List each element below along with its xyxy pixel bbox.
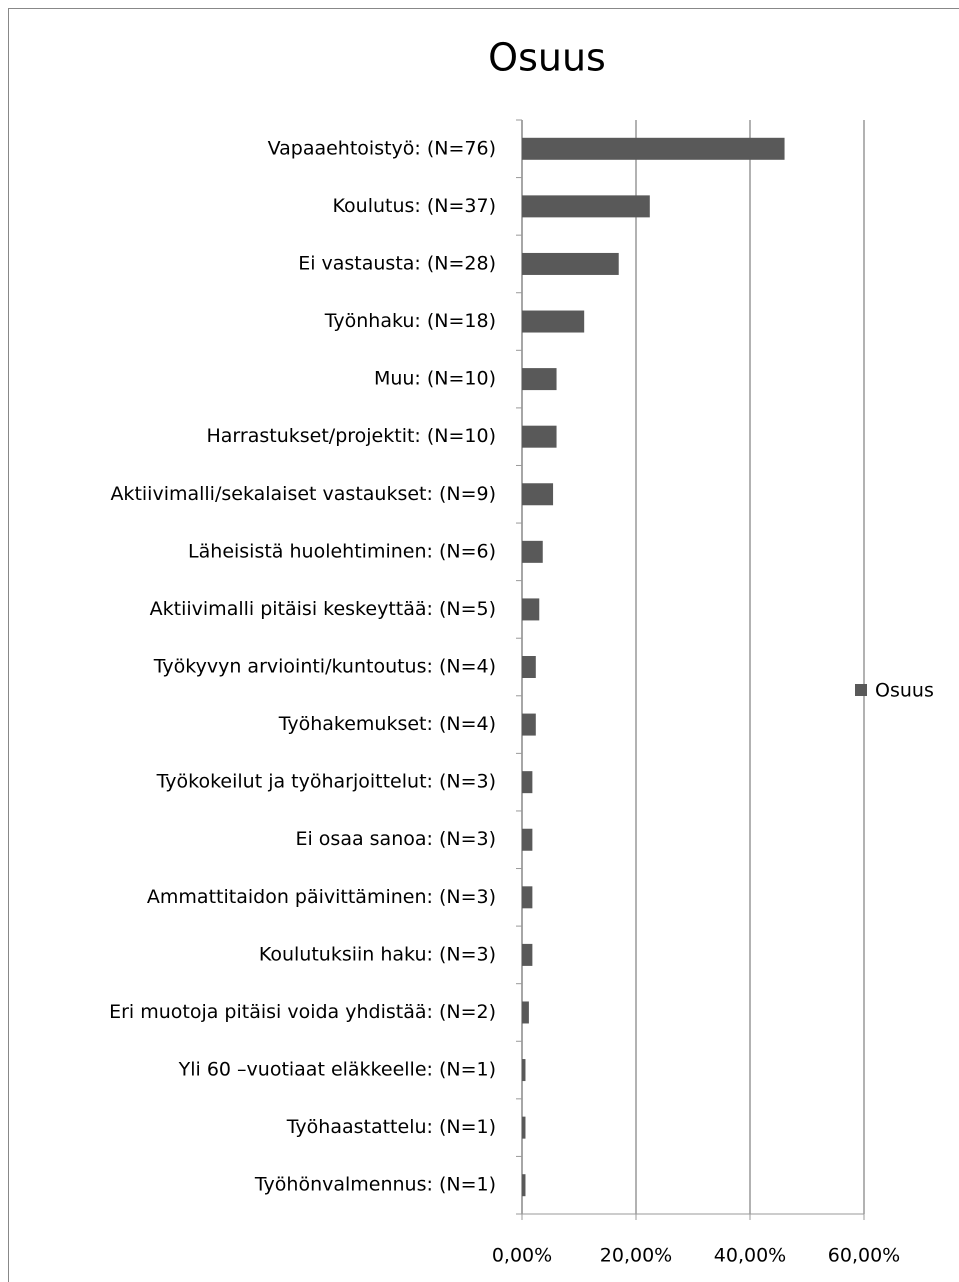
bar	[522, 310, 585, 333]
y-tick-label: Aktiivimalli pitäisi keskeyttää: (N=5)	[150, 598, 496, 620]
legend-label: Osuus	[875, 680, 934, 702]
y-tick-label: Ammattitaidon päivittäminen: (N=3)	[147, 886, 496, 908]
y-tick-label: Työhaastattelu: (N=1)	[286, 1116, 496, 1138]
y-tick-label: Läheisistä huolehtiminen: (N=6)	[188, 540, 496, 562]
bar	[522, 425, 557, 448]
y-tick-label: Työhönvalmennus: (N=1)	[254, 1174, 496, 1196]
y-tick-label: Muu: (N=10)	[374, 368, 496, 390]
y-tick-label: Ei vastausta: (N=28)	[298, 252, 496, 274]
bar	[522, 943, 533, 966]
x-tick-label: 0,00%	[492, 1245, 552, 1267]
bar	[522, 828, 533, 851]
y-tick-label: Työkokeilut ja työharjoittelut: (N=3)	[156, 771, 496, 793]
bar	[522, 656, 536, 678]
x-tick-label: 40,00%	[714, 1245, 786, 1267]
y-tick-label: Aktiivimalli/sekalaiset vastaukset: (N=9…	[110, 483, 496, 505]
chart-title: Osuus	[488, 36, 606, 80]
bar	[522, 137, 785, 160]
y-tick-label: Vapaaehtoistyö: (N=76)	[268, 137, 496, 159]
x-tick-label: 60,00%	[828, 1245, 900, 1267]
y-tick-label: Ei osaa sanoa: (N=3)	[295, 828, 496, 850]
y-tick-label: Harrastukset/projektit: (N=10)	[207, 425, 497, 447]
y-tick-label: Työhakemukset: (N=4)	[278, 713, 496, 735]
y-tick-label: Koulutuksiin haku: (N=3)	[259, 943, 496, 965]
bar	[522, 598, 540, 621]
y-tick-label: Työnhaku: (N=18)	[324, 310, 496, 332]
bar	[522, 886, 533, 909]
bar	[522, 1059, 526, 1082]
bar	[522, 713, 536, 736]
bar	[522, 1116, 526, 1139]
bar	[522, 1174, 526, 1197]
y-tick-label: Eri muotoja pitäisi voida yhdistää: (N=2…	[109, 1001, 496, 1023]
bar	[522, 195, 650, 218]
bar	[522, 252, 619, 275]
bar	[522, 1001, 529, 1024]
y-tick-label: Yli 60 –vuotiaat eläkkeelle: (N=1)	[178, 1059, 496, 1081]
y-tick-label: Koulutus: (N=37)	[333, 195, 496, 217]
bar	[522, 540, 543, 563]
chart-border	[8, 8, 959, 1282]
x-tick-label: 20,00%	[600, 1245, 672, 1267]
bar	[522, 771, 533, 794]
bar	[522, 483, 554, 506]
y-tick-label: Työkyvyn arviointi/kuntoutus: (N=4)	[153, 656, 496, 678]
legend-swatch	[855, 684, 867, 696]
bar	[522, 368, 557, 391]
